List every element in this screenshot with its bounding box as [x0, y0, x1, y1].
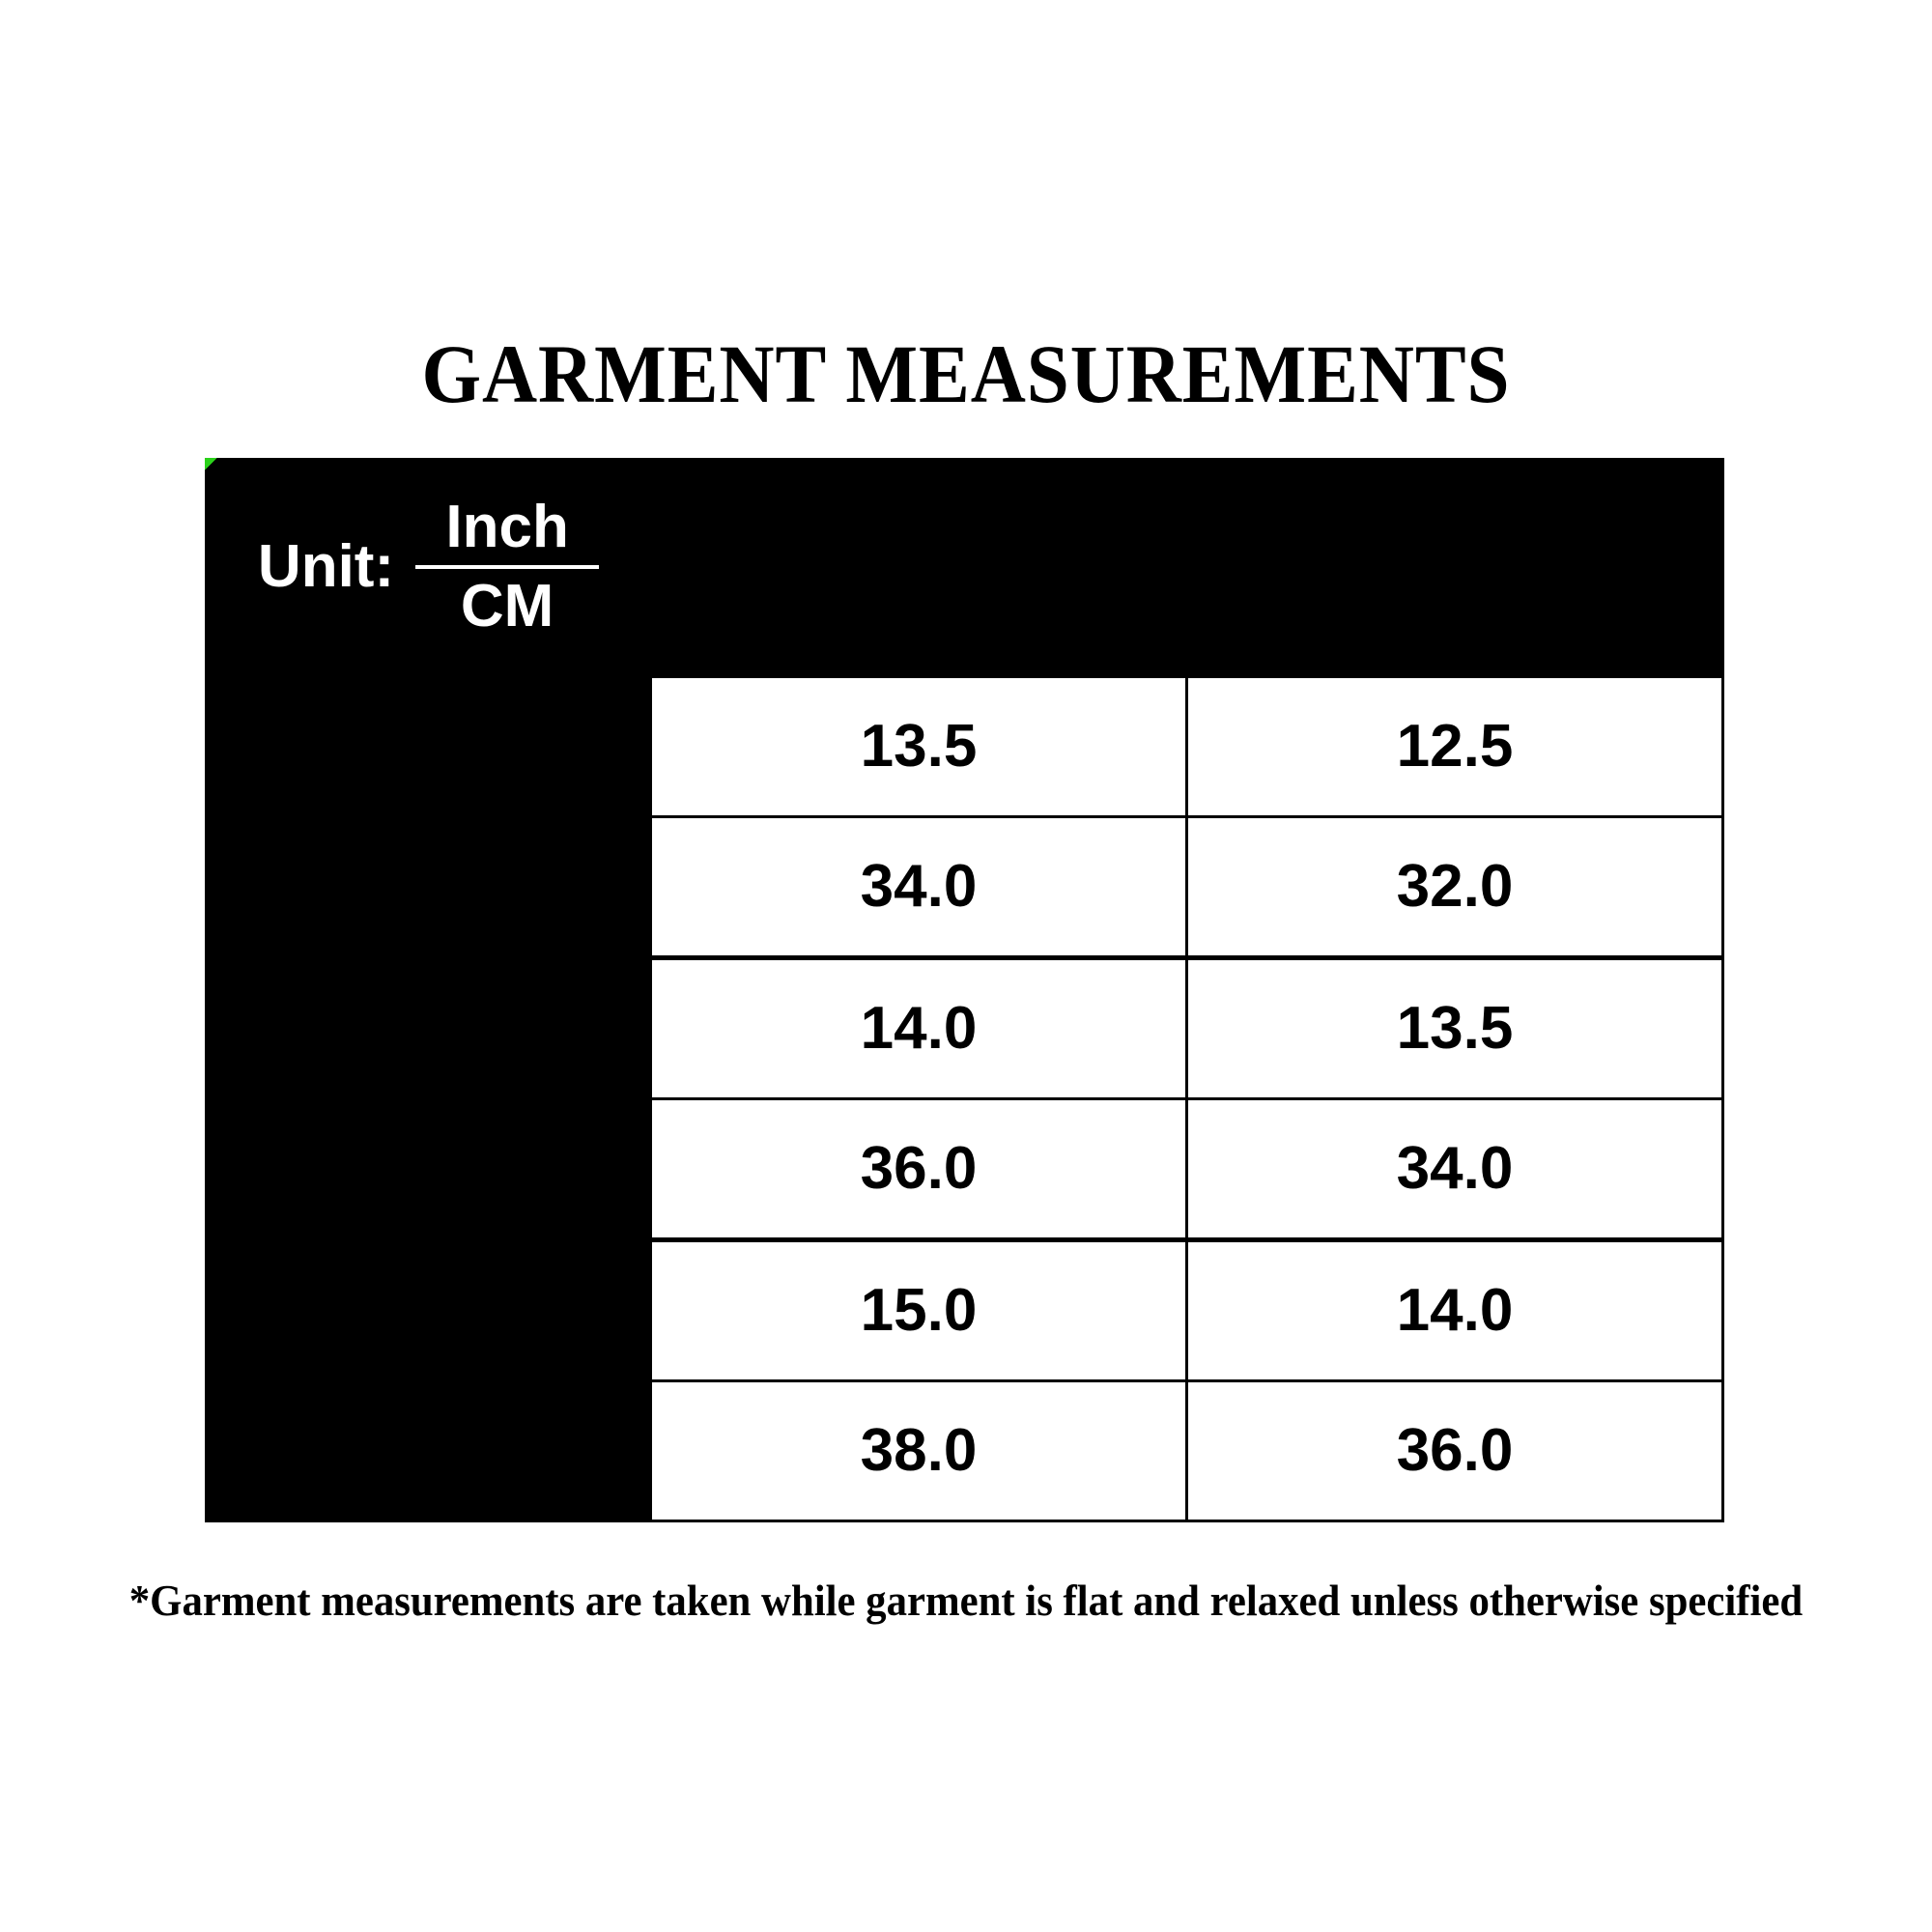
unit-label: Unit: — [257, 533, 395, 600]
size-cell-m: M — [205, 955, 449, 1241]
table-row: CM 36.0 34.0 — [207, 1097, 1725, 1241]
measurement-footnote: *Garment measurements are taken while ga… — [128, 1576, 1804, 1625]
value-s-cm-bust: 34.0 — [649, 815, 1189, 959]
table-row: M Inch 14.0 13.5 — [205, 955, 1725, 1241]
column-header-bust: Bust — [649, 458, 1189, 677]
unit-header-group: Unit: Inch CM — [208, 461, 649, 673]
value-m-cm-bust: 36.0 — [649, 1097, 1189, 1241]
unit-fraction-bar — [415, 565, 600, 569]
unit-header-cell: Unit: Inch CM — [204, 458, 653, 677]
measurements-table: Unit: Inch CM Bust Length S I — [204, 458, 1725, 1522]
column-header-length: Length — [1185, 458, 1725, 677]
value-m-inch-length: 13.5 — [1185, 955, 1725, 1100]
table-header-row: Unit: Inch CM Bust Length — [204, 458, 1725, 677]
unit-cell-m-cm: CM — [445, 1097, 653, 1241]
value-l-cm-bust: 38.0 — [649, 1379, 1189, 1522]
table-row: S Inch 13.5 12.5 — [205, 673, 1725, 959]
size-cell-l: L — [205, 1237, 449, 1522]
table-row: L Inch 15.0 14.0 — [205, 1237, 1725, 1522]
unit-cell-m-inch: Inch — [445, 955, 653, 1100]
unit-fraction-numerator: Inch — [445, 494, 569, 560]
measurements-table-container: Unit: Inch CM Bust Length S I — [204, 458, 1725, 1522]
size-cell-s: S — [205, 673, 449, 959]
page-title: GARMENT MEASUREMENTS — [421, 327, 1511, 420]
value-s-cm-length: 32.0 — [1185, 815, 1725, 959]
unit-fraction: Inch CM — [415, 494, 600, 639]
unit-cell-s-cm: CM — [445, 815, 653, 959]
unit-fraction-denominator: CM — [460, 573, 554, 639]
unit-cell-l-inch: Inch — [445, 1237, 653, 1382]
value-m-cm-length: 34.0 — [1185, 1097, 1725, 1241]
unit-cell-s-inch: Inch — [445, 673, 653, 818]
table-row: CM 38.0 36.0 — [207, 1379, 1725, 1522]
unit-cell-l-cm: CM — [445, 1379, 653, 1522]
value-s-inch-length: 12.5 — [1185, 673, 1725, 818]
value-l-inch-length: 14.0 — [1185, 1237, 1725, 1382]
value-s-inch-bust: 13.5 — [649, 673, 1189, 818]
value-m-inch-bust: 14.0 — [649, 955, 1189, 1100]
value-l-inch-bust: 15.0 — [649, 1237, 1189, 1382]
value-l-cm-length: 36.0 — [1185, 1379, 1725, 1522]
table-row: CM 34.0 32.0 — [207, 815, 1725, 959]
